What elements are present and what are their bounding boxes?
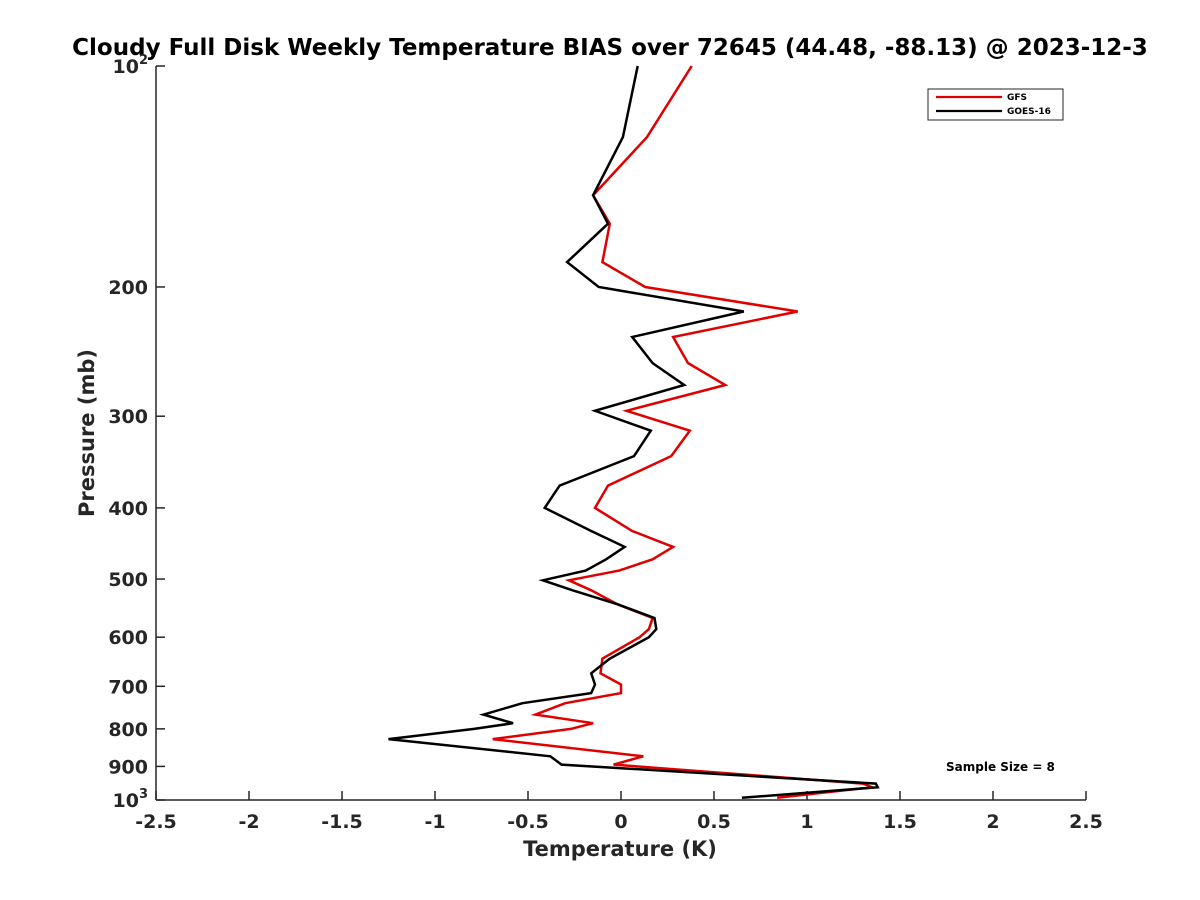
y-tick-label: 900: [108, 756, 148, 778]
y-tick-label: 103: [113, 787, 149, 812]
x-tick-label: -1.5: [321, 811, 363, 833]
y-tick-label: 102: [113, 53, 149, 78]
x-tick-label: 1.5: [883, 811, 917, 833]
x-tick-label: 1: [800, 811, 813, 833]
y-tick-label: 200: [108, 277, 148, 299]
plot-area: -2.5 -2 -1.5 -1 -0.5 0 0.5 1 1.5 2 2.5 102 200 300 40…: [108, 53, 1103, 833]
series-line-goes-16: [388, 65, 880, 800]
x-tick-label: 2.5: [1069, 811, 1103, 833]
x-axis-ticks: -2.5 -2 -1.5 -1 -0.5 0 0.5 1 1.5 2 2.5: [135, 791, 1103, 833]
legend-gfs-label: GFS: [1007, 93, 1027, 103]
y-tick-label: 600: [108, 627, 148, 649]
y-tick-label: 300: [108, 406, 148, 428]
y-axis-ticks: 102 200 300 400 500 600 700 800 900 103: [108, 53, 165, 812]
x-axis-label: Temperature (K): [523, 837, 717, 861]
x-tick-label: 0: [614, 811, 627, 833]
series-line-gfs: [492, 65, 873, 800]
x-tick-label: -0.5: [507, 811, 549, 833]
legend: GFS GOES-16: [927, 88, 1064, 121]
x-tick-label: 2: [986, 811, 999, 833]
y-tick-label: 700: [108, 676, 148, 698]
y-tick-label: 800: [108, 719, 148, 741]
x-tick-label: -2: [238, 811, 259, 833]
x-tick-label: -1: [424, 811, 445, 833]
series-lines: [388, 65, 880, 800]
legend-goes16-label: GOES-16: [1007, 107, 1051, 117]
y-tick-label: 400: [108, 498, 148, 520]
x-tick-label: -2.5: [135, 811, 177, 833]
chart-title: Cloudy Full Disk Weekly Temperature BIAS…: [72, 35, 1148, 61]
y-tick-label: 500: [108, 569, 148, 591]
x-tick-label: 0.5: [697, 811, 731, 833]
sample-size-annotation: Sample Size = 8: [946, 760, 1055, 774]
legend-box: [927, 88, 1064, 121]
y-axis-label: Pressure (mb): [75, 349, 99, 517]
